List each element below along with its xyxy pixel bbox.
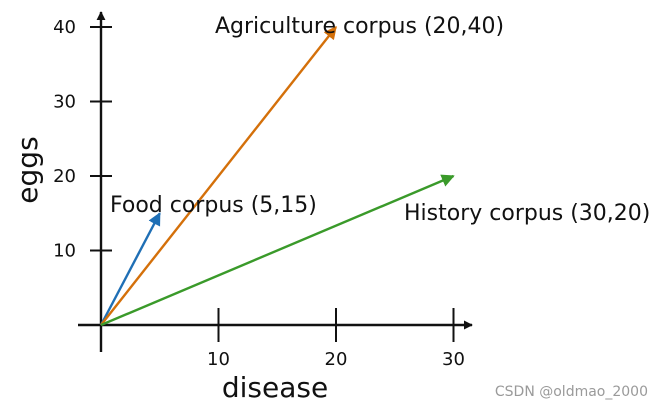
y-tick-label: 20 (53, 166, 76, 187)
vector-labels: Food corpus (5,15) Agriculture corpus (20… (110, 14, 650, 226)
axis-ticks: 10 20 30 10 20 30 40 (53, 17, 465, 370)
y-axis-title: eggs (11, 136, 44, 203)
watermark-text: CSDN @oldmao_2000 (495, 384, 648, 400)
y-tick-label: 30 (53, 92, 76, 113)
vector-history (100, 174, 455, 327)
y-tick-label: 10 (53, 241, 76, 262)
x-tick-label: 20 (325, 349, 348, 370)
vector-label-agriculture: Agriculture corpus (20,40) (215, 14, 504, 39)
x-axis-title: disease (222, 371, 328, 404)
x-tick-label: 10 (207, 349, 230, 370)
x-tick-label: 30 (442, 349, 465, 370)
vectors (99, 25, 455, 327)
vector-label-food: Food corpus (5,15) (110, 193, 317, 218)
axes (78, 11, 473, 352)
vector-food (99, 212, 161, 326)
vector-label-history: History corpus (30,20) (404, 201, 650, 226)
y-tick-label: 40 (53, 17, 76, 38)
vector-agriculture (100, 25, 337, 326)
